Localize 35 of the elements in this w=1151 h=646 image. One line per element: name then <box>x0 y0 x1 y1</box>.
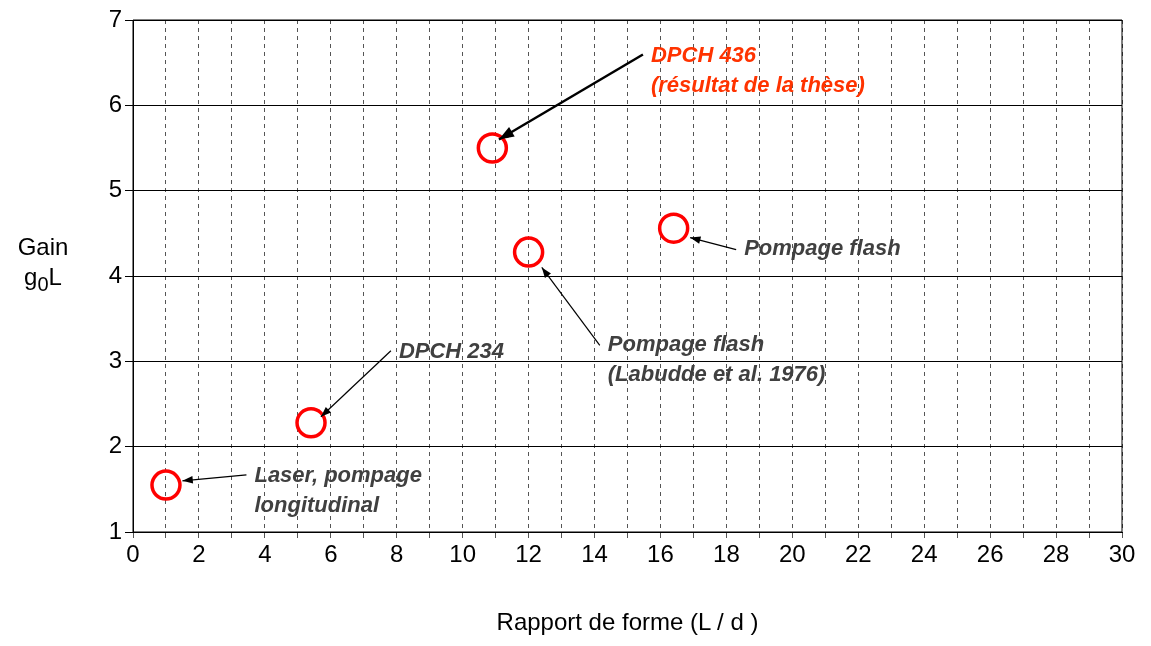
y-tick-label: 1 <box>108 516 122 544</box>
x-tick-label: 8 <box>390 540 404 568</box>
point <box>476 132 509 164</box>
annotation: Laser, pompage longitudinal <box>254 461 422 517</box>
y-tick-label: 4 <box>108 260 122 288</box>
annotation: DPCH 436 (résultat de la thèse) <box>650 41 865 97</box>
y-tick-label: 5 <box>108 175 122 203</box>
x-axis-title: Rapport de forme (L / d ) <box>495 608 760 636</box>
x-tick-label: 26 <box>976 540 1004 568</box>
x-tick-label: 12 <box>515 540 542 568</box>
x-tick-label: 0 <box>126 540 140 568</box>
x-tick-label: 18 <box>713 540 740 568</box>
y-tick-label: 3 <box>108 345 122 373</box>
x-tick-label: 20 <box>778 540 806 568</box>
x-tick-label: 28 <box>1042 540 1070 568</box>
annotation: DPCH 234 <box>398 337 505 363</box>
x-tick-label: 24 <box>910 540 938 568</box>
y-tick-label: 7 <box>108 4 122 32</box>
x-tick-label: 16 <box>647 540 674 568</box>
annotation: Pompage flash (Labudde et al. 1976) <box>607 330 826 386</box>
y-tick-label: 6 <box>108 89 122 117</box>
x-tick-label: 14 <box>581 540 608 568</box>
x-tick-label: 22 <box>844 540 872 568</box>
y-tick-label: 2 <box>108 431 122 459</box>
x-tick-label: 10 <box>449 540 477 568</box>
y-axis-title: Gain g$_{0}$L <box>16 232 70 297</box>
point <box>295 407 327 439</box>
x-tick-label: 6 <box>324 540 338 568</box>
annotation: Pompage flash <box>744 234 901 260</box>
point <box>150 469 182 501</box>
point <box>512 236 545 268</box>
x-tick-label: 2 <box>192 540 206 568</box>
x-tick-label: 30 <box>1108 540 1136 568</box>
point <box>657 212 690 244</box>
x-tick-label: 4 <box>258 540 272 568</box>
